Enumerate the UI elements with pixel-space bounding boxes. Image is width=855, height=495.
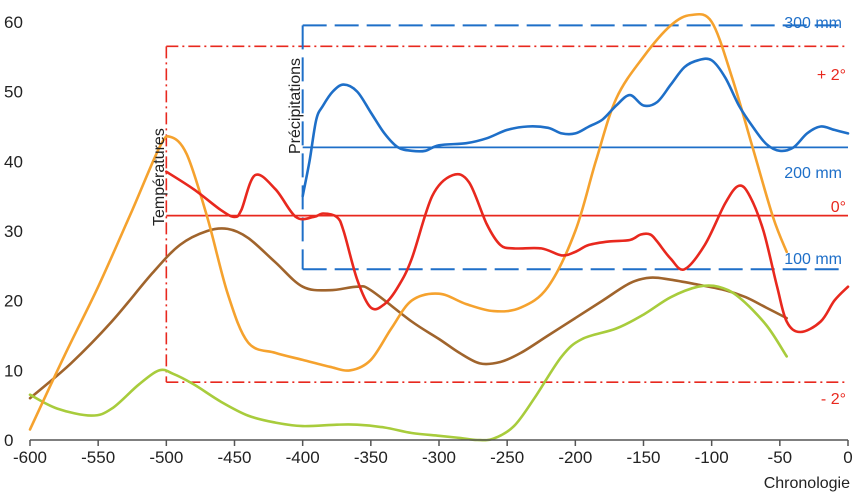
x-tick-label: -250: [490, 448, 524, 467]
temp-zero-label: 0°: [831, 199, 846, 216]
x-tick-label: -50: [768, 448, 793, 467]
x-tick-label: -100: [695, 448, 729, 467]
y-tick-labels: 0 10 20 30 40 50 60: [4, 13, 23, 450]
precip-300-label: 300 mm: [784, 15, 842, 32]
y-tick-label: 30: [4, 222, 23, 241]
series-line-brown: [28, 227, 788, 400]
series-line-blue: [301, 57, 850, 198]
precip-100-label: 100 mm: [784, 251, 842, 268]
x-tick-label: -500: [149, 448, 183, 467]
x-tick-label: -550: [81, 448, 115, 467]
x-tick-label: -300: [422, 448, 456, 467]
temp-plus2-label: + 2°: [817, 67, 846, 84]
y-tick-label: 20: [4, 292, 23, 311]
y-tick-label: 50: [4, 83, 23, 102]
y-tick-label: 0: [4, 431, 13, 450]
temp-minus2-label: - 2°: [821, 391, 846, 408]
y-tick-label: 40: [4, 152, 23, 171]
temperature-label: Températures: [151, 128, 168, 226]
x-tick-label: -450: [217, 448, 251, 467]
x-tick-label: -200: [558, 448, 592, 467]
x-tick-label: 0: [843, 448, 852, 467]
y-tick-label: 60: [4, 13, 23, 32]
series-line-orange: [28, 12, 788, 431]
precip-200-label: 200 mm: [784, 165, 842, 182]
series-line-red: [165, 170, 850, 334]
x-axis-label: Chronologie: [764, 475, 850, 492]
x-tick-label: -400: [286, 448, 320, 467]
x-tick-labels: -600 -550 -500 -450 -400 -350 -300 -250 -200 -150…: [13, 440, 853, 467]
x-tick-label: -350: [354, 448, 388, 467]
precipitation-label: Précipitations: [287, 58, 304, 154]
x-tick-label: -600: [13, 448, 47, 467]
series-layer: [28, 12, 850, 442]
reference-lines: [165, 24, 848, 383]
y-tick-label: 10: [4, 361, 23, 380]
x-tick-label: -150: [626, 448, 660, 467]
series-line-green: [28, 284, 788, 442]
